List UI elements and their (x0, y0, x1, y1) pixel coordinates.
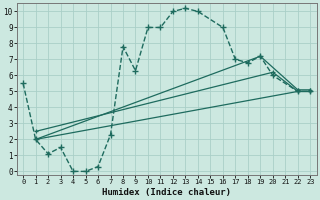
X-axis label: Humidex (Indice chaleur): Humidex (Indice chaleur) (102, 188, 231, 197)
